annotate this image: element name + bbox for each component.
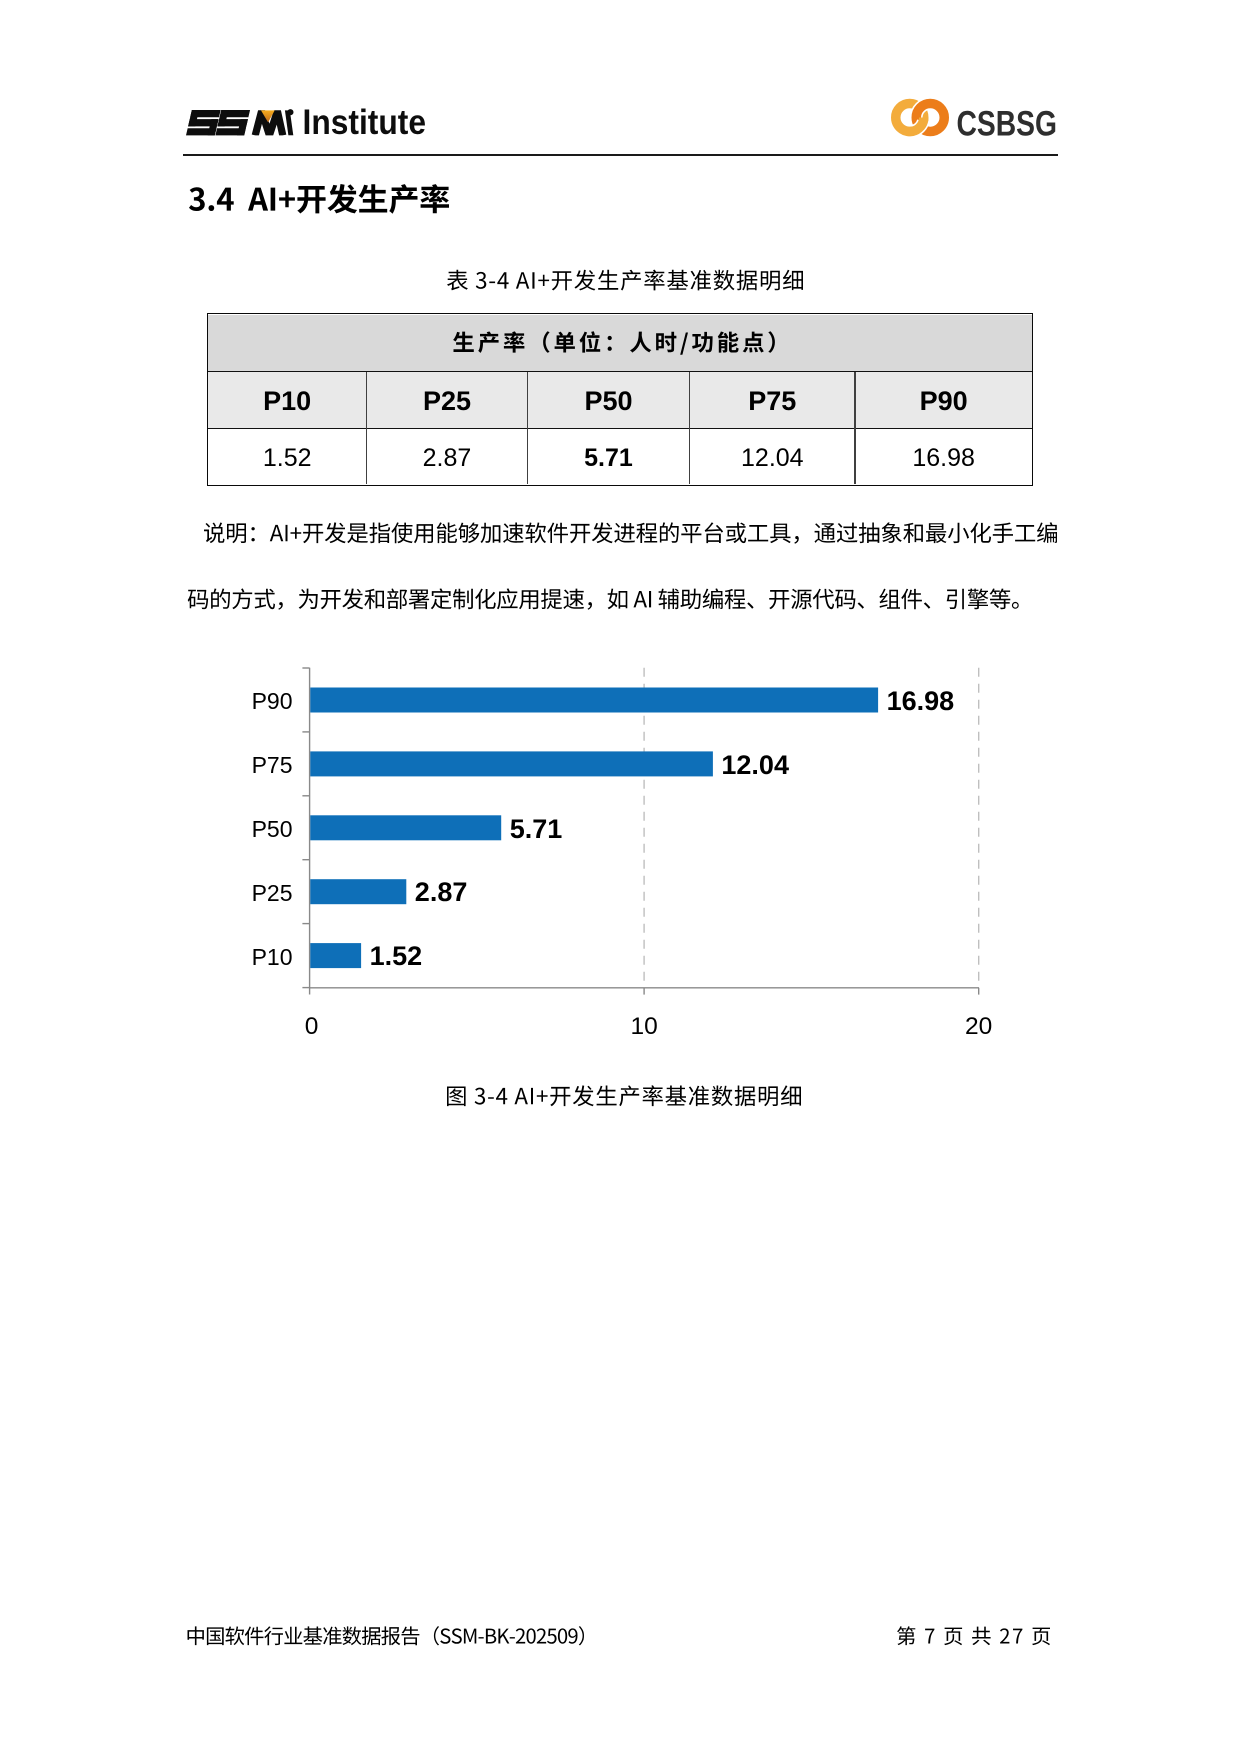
svg-text:CSBSG: CSBSG bbox=[957, 104, 1058, 144]
svg-text:Institute: Institute bbox=[303, 103, 427, 142]
